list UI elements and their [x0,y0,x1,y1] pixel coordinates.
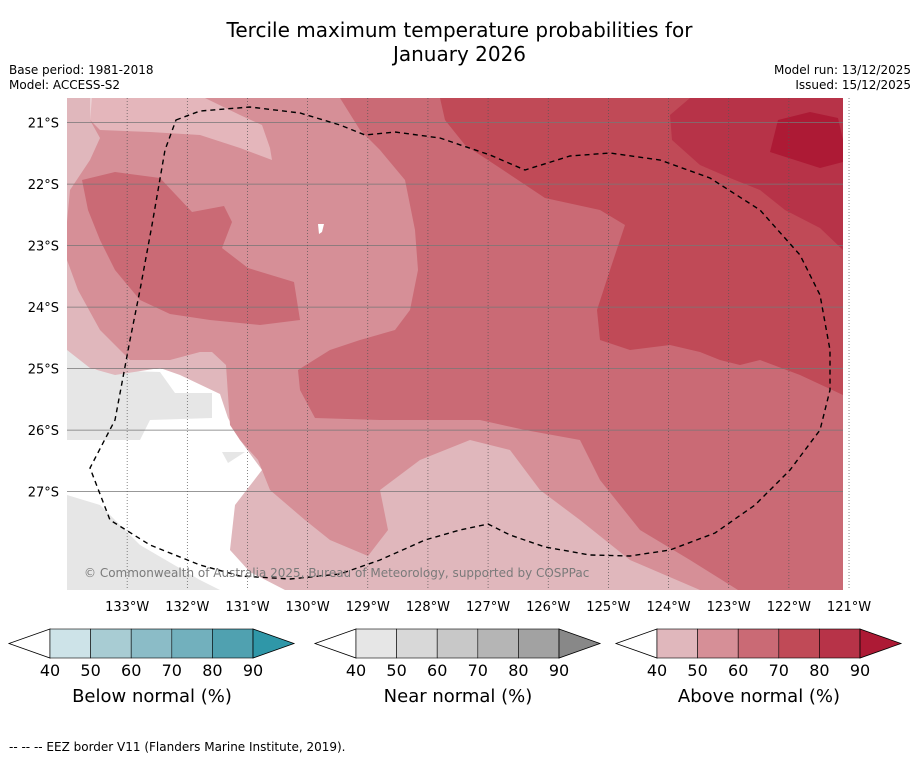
longitude-labels: 133°W 132°W 131°W 130°W 129°W 128°W 127°W 126°W… [105,600,871,615]
meta-left: Base period: 1981-2018 Model: ACCESS-S2 [9,63,154,93]
colorbar-min-arrow [7,628,51,659]
base-period: Base period: 1981-2018 [9,63,154,77]
colorbar-segment [396,628,438,659]
lat-tick-label: 25°S [28,363,59,378]
map-title: Tercile maximum temperature probabilitie… [0,18,919,66]
colorbar-tick-label: 60 [728,661,748,680]
island [90,98,272,160]
colorbar-segment [90,628,132,659]
title-line-2: January 2026 [392,42,527,66]
colorbar-segment [778,628,820,659]
lat-tick-label: 24°S [28,301,59,316]
eez-footnote: -- -- -- EEZ border V11 (Flanders Marine… [9,740,346,754]
gridlines [67,98,850,590]
colorbar-tick-label: 70 [162,661,182,680]
probability-field [67,98,843,590]
colorbar-3: 40 50 60 70 80 90 [614,628,903,680]
colorbar-max-arrow [859,628,903,659]
issued-date: Issued: 15/12/2025 [795,78,911,92]
colorbar-segment [518,628,560,659]
lat-tick-label: 27°S [28,486,59,501]
colorbar-tick-label: 80 [508,661,528,680]
colorbar-segment [656,628,698,659]
colorbar-tick-label: 90 [850,661,870,680]
lon-tick-label: 132°W [165,600,209,615]
lat-tick-label: 21°S [28,117,59,132]
colorbar-tick-label: 90 [549,661,569,680]
lon-tick-label: 125°W [586,600,630,615]
lon-tick-label: 121°W [827,600,871,615]
colorbar-segment [477,628,519,659]
colorbar-min-arrow [313,628,357,659]
lon-tick-label: 126°W [526,600,570,615]
colorbar-segment [697,628,739,659]
colorbar-tick-label: 80 [809,661,829,680]
model-run: Model run: 13/12/2025 [773,63,911,77]
colorbar-tick-label: 50 [687,661,707,680]
colorbar-tick-label: 50 [386,661,406,680]
colorbar-tick-label: 40 [346,661,366,680]
colorbar-min-arrow [614,628,658,659]
colorbar-tick-label: 80 [202,661,222,680]
lon-tick-label: 129°W [346,600,390,615]
lon-tick-label: 124°W [646,600,690,615]
colorbar-segment [737,628,780,659]
lat-tick-label: 26°S [28,424,59,439]
colorbar-tick-label: 40 [40,661,60,680]
lon-tick-label: 123°W [707,600,751,615]
colorbar-segment [130,628,173,659]
latitude-labels: 21°S 22°S 23°S 24°S 25°S 26°S 27°S [28,117,59,501]
near-normal-spot [222,452,245,463]
lon-tick-label: 133°W [105,600,149,615]
colorbar-tick-label: 70 [468,661,488,680]
near-normal-region-south [67,495,220,590]
colorbar-tick-label: 60 [121,661,141,680]
colorbar-tick-label: 90 [243,661,263,680]
near-normal-label: Near normal (%) [383,686,533,707]
colorbar-max-arrow [252,628,296,659]
colorbar-segment [49,628,91,659]
colorbar-tick-label: 50 [80,661,100,680]
colorbar-1: 40 50 60 70 80 90 [7,628,296,680]
eez-border [89,106,831,580]
colorbar-2: 40 50 60 70 80 90 [313,628,602,680]
lon-tick-label: 128°W [406,600,450,615]
lon-tick-label: 130°W [286,600,330,615]
colorbar-tick-label: 70 [769,661,789,680]
colorbars: 40 50 60 70 80 90 40 50 60 70 80 90 40 50 60 70 80 90 [7,628,903,680]
island [318,224,324,234]
below-normal-label: Below normal (%) [72,686,232,707]
model-name: Model: ACCESS-S2 [9,78,121,92]
colorbar-segment [212,628,254,659]
colorbar-tick-label: 40 [647,661,667,680]
meta-right: Model run: 13/12/2025 Issued: 15/12/2025 [774,63,911,93]
lat-tick-label: 23°S [28,240,59,255]
copyright-notice: © Commonwealth of Australia 2025, Bureau… [84,566,589,580]
above-normal-label: Above normal (%) [677,686,841,707]
near-normal-region [67,350,212,440]
colorbar-max-arrow [558,628,602,659]
lat-tick-label: 22°S [28,178,59,193]
colorbar-segment [171,628,213,659]
colorbar-segment [819,628,861,659]
above-normal-60-west [82,172,300,325]
colorbar-segment [436,628,479,659]
lon-tick-label: 131°W [225,600,269,615]
colorbar-segment [355,628,397,659]
colorbar-tick-label: 60 [427,661,447,680]
title-line-1: Tercile maximum temperature probabilitie… [226,18,693,42]
lon-tick-label: 122°W [767,600,811,615]
lon-tick-label: 127°W [466,600,510,615]
above-normal-90-band [770,112,843,168]
